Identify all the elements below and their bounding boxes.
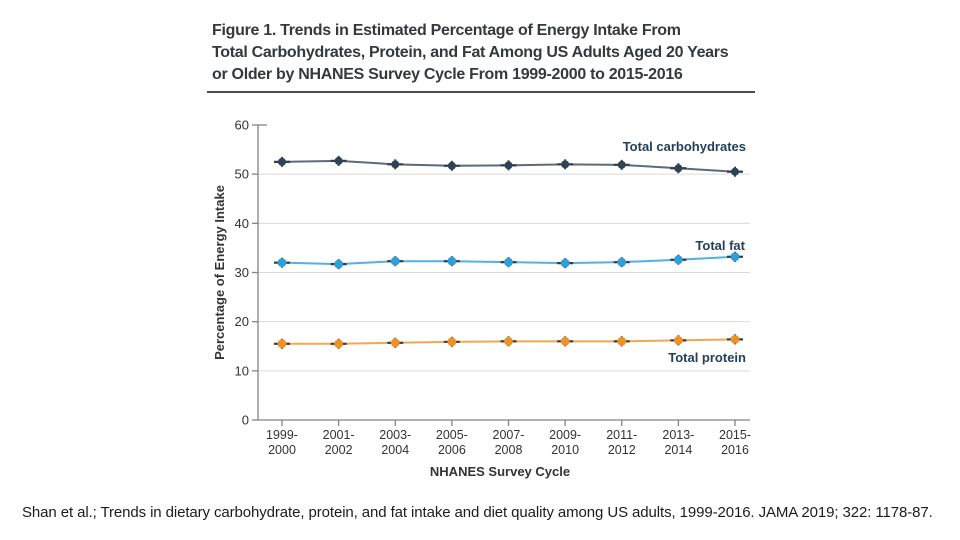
figure-title-line-3: or Older by NHANES Survey Cycle From 199… (212, 66, 683, 83)
y-tick-label: 60 (235, 118, 249, 133)
x-tick-label: 2013-2014 (662, 428, 694, 457)
y-tick-label: 30 (235, 265, 249, 280)
data-point (447, 256, 457, 266)
data-point (560, 336, 570, 346)
figure-title: Figure 1. Trends in Estimated Percentage… (207, 20, 755, 86)
data-point (674, 164, 683, 173)
data-point (447, 161, 456, 170)
data-point (334, 339, 344, 349)
data-point (391, 160, 400, 169)
data-point (277, 258, 287, 268)
x-tick-label: 2007-2008 (493, 428, 525, 457)
x-tick-label: 2001-2002 (323, 428, 355, 457)
data-point (504, 257, 513, 267)
data-point (390, 338, 400, 348)
y-tick-label: 20 (235, 314, 249, 329)
data-point (731, 167, 739, 176)
y-tick-label: 10 (235, 363, 249, 378)
y-tick-label: 50 (235, 167, 249, 182)
series-label: Total fat (695, 238, 745, 253)
x-tick-label: 2005-2006 (436, 428, 468, 457)
data-point (673, 335, 683, 345)
chart-svg: 0 10 20 30 40 50 60 1999-2000 2001-2002 2003-2004… (212, 118, 751, 480)
data-point (617, 257, 627, 267)
x-axis-title: NHANES Survey Cycle (430, 464, 570, 479)
y-axis-title: Percentage of Energy Intake (212, 185, 227, 360)
data-point (673, 255, 683, 265)
chart-area: 0 10 20 30 40 50 60 1999-2000 2001-2002 2003-2004… (207, 100, 755, 490)
x-tick-label: 2011-2012 (606, 428, 637, 457)
citation-text: Shan et al.; Trends in dietary carbohydr… (22, 504, 933, 521)
data-point (504, 336, 513, 346)
data-point (561, 160, 570, 169)
figure-title-line-1: Figure 1. Trends in Estimated Percentage… (212, 22, 681, 39)
data-point (617, 336, 627, 346)
data-point (278, 157, 286, 166)
y-tick-label: 0 (242, 413, 249, 428)
data-point (334, 259, 344, 269)
x-tick-label: 2003-2004 (379, 428, 411, 457)
series-label: Total protein (668, 350, 746, 365)
figure-title-line-2: Total Carbohydrates, Protein, and Fat Am… (212, 44, 729, 61)
data-point (447, 337, 457, 347)
x-tick-label: 1999-2000 (266, 428, 298, 457)
data-point (730, 334, 740, 344)
data-point (617, 160, 626, 169)
data-point (390, 256, 400, 266)
x-tick-label: 2015-2016 (719, 428, 751, 457)
data-point (334, 156, 343, 165)
series-label: Total carbohydrates (623, 139, 746, 154)
y-tick-label: 40 (235, 216, 249, 231)
figure-panel: Figure 1. Trends in Estimated Percentage… (207, 20, 755, 492)
data-point (504, 161, 513, 170)
data-point (277, 339, 287, 349)
data-point (730, 252, 740, 262)
x-tick-label: 2009-2010 (549, 428, 581, 457)
data-point (560, 258, 570, 268)
title-rule (207, 91, 755, 93)
